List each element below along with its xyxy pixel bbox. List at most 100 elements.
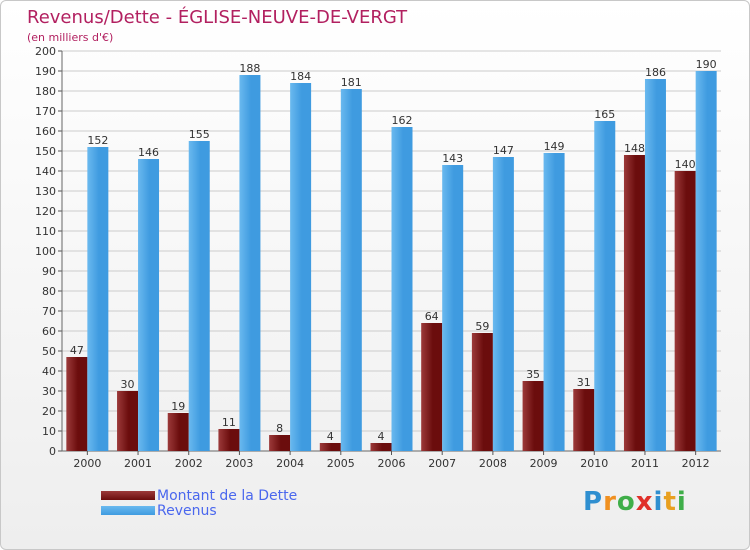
chart-subtitle: (en milliers d'€) — [27, 31, 114, 44]
legend: Montant de la Dette Revenus — [101, 487, 298, 519]
bar-dette — [522, 381, 544, 451]
data-label-revenus: 143 — [442, 152, 463, 165]
bar-revenus — [138, 159, 160, 451]
x-tick-label: 2010 — [580, 457, 608, 470]
bar-revenus — [290, 83, 312, 451]
y-tick-label: 60 — [42, 325, 56, 338]
legend-swatch-dette — [101, 491, 155, 500]
y-tick-label: 0 — [49, 445, 56, 458]
data-label-revenus: 146 — [138, 146, 159, 159]
y-tick-label: 80 — [42, 285, 56, 298]
bar-revenus — [695, 71, 717, 451]
bar-revenus — [340, 89, 362, 451]
bar-layer — [66, 71, 717, 451]
data-label-dette: 59 — [475, 320, 489, 333]
bar-dette — [66, 357, 88, 451]
data-label-dette: 64 — [425, 310, 439, 323]
bar-dette — [573, 389, 595, 451]
bar-dette — [471, 333, 493, 451]
bar-revenus — [644, 79, 666, 451]
label-layer: 0 10 20 30 40 50 60 70 80 90 100 110 120 130 140 150 160… — [35, 45, 717, 470]
y-tick-label: 90 — [42, 265, 56, 278]
y-tick-label: 20 — [42, 405, 56, 418]
data-label-dette: 19 — [171, 400, 185, 413]
y-tick-label: 30 — [42, 385, 56, 398]
logo-letter: r — [603, 487, 617, 517]
bar-dette — [269, 435, 291, 451]
bar-dette — [319, 443, 341, 451]
data-label-dette: 140 — [675, 158, 696, 171]
bar-dette — [218, 429, 240, 451]
data-label-revenus: 184 — [290, 70, 311, 83]
bar-dette — [370, 443, 392, 451]
x-tick-label: 2009 — [530, 457, 558, 470]
chart-title: Revenus/Dette - ÉGLISE-NEUVE-DE-VERGT — [27, 7, 408, 28]
bar-dette — [623, 155, 645, 451]
data-label-revenus: 186 — [645, 66, 666, 79]
legend-item-dette: Montant de la Dette — [101, 487, 298, 504]
y-tick-label: 160 — [35, 125, 56, 138]
x-tick-label: 2006 — [378, 457, 406, 470]
bar-dette — [674, 171, 696, 451]
logo-letter: x — [635, 487, 654, 517]
bar-revenus — [239, 75, 261, 451]
x-tick-label: 2012 — [682, 457, 710, 470]
y-tick-label: 140 — [35, 165, 56, 178]
legend-item-revenus: Revenus — [101, 502, 297, 519]
y-tick-label: 130 — [35, 185, 56, 198]
bar-revenus — [543, 153, 565, 451]
logo-letter: t — [663, 487, 677, 517]
data-label-dette: 31 — [577, 376, 591, 389]
bar-dette — [167, 413, 189, 451]
bar-dette — [421, 323, 443, 451]
logo-letter: i — [676, 487, 687, 517]
data-label-revenus: 152 — [87, 134, 108, 147]
bar-revenus — [87, 147, 109, 451]
y-tick-label: 190 — [35, 65, 56, 78]
logo-letter: P — [583, 487, 604, 517]
x-tick-label: 2007 — [428, 457, 456, 470]
y-tick-label: 180 — [35, 85, 56, 98]
legend-label-revenus: Revenus — [157, 502, 217, 519]
y-tick-label: 70 — [42, 305, 56, 318]
data-label-revenus: 162 — [392, 114, 413, 127]
data-label-revenus: 188 — [239, 62, 260, 75]
data-label-dette: 4 — [327, 430, 334, 443]
legend-swatch-revenus — [101, 506, 155, 515]
data-label-dette: 148 — [624, 142, 645, 155]
data-label-revenus: 181 — [341, 76, 362, 89]
data-label-dette: 8 — [276, 422, 283, 435]
data-label-revenus: 155 — [189, 128, 210, 141]
x-tick-label: 2001 — [124, 457, 152, 470]
bar-revenus — [391, 127, 413, 451]
y-tick-label: 170 — [35, 105, 56, 118]
y-tick-label: 50 — [42, 345, 56, 358]
proxiti-logo: Proxiti — [583, 487, 687, 517]
x-tick-label: 2002 — [175, 457, 203, 470]
y-tick-label: 100 — [35, 245, 56, 258]
bar-revenus — [594, 121, 616, 451]
y-tick-label: 110 — [35, 225, 56, 238]
bar-revenus — [492, 157, 514, 451]
y-tick-label: 150 — [35, 145, 56, 158]
data-label-dette: 4 — [378, 430, 385, 443]
x-tick-label: 2005 — [327, 457, 355, 470]
y-tick-label: 120 — [35, 205, 56, 218]
bar-revenus — [188, 141, 210, 451]
x-tick-label: 2008 — [479, 457, 507, 470]
legend-label-dette: Montant de la Dette — [157, 487, 298, 504]
logo-letter: o — [616, 487, 636, 517]
x-tick-label: 2004 — [276, 457, 304, 470]
data-label-dette: 35 — [526, 368, 540, 381]
y-tick-label: 10 — [42, 425, 56, 438]
x-tick-label: 2003 — [225, 457, 253, 470]
x-tick-label: 2000 — [73, 457, 101, 470]
data-label-dette: 11 — [222, 416, 236, 429]
data-label-revenus: 147 — [493, 144, 514, 157]
data-label-revenus: 149 — [544, 140, 565, 153]
x-tick-label: 2011 — [631, 457, 659, 470]
logo-letter: i — [653, 487, 664, 517]
bar-dette — [117, 391, 139, 451]
